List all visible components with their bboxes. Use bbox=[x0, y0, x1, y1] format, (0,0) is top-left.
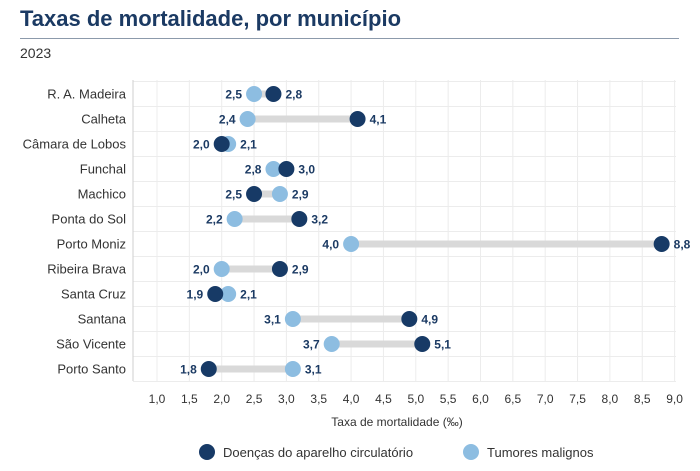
category-label: Ponta do Sol bbox=[52, 212, 127, 227]
point-tumors bbox=[265, 161, 282, 177]
point-tumors bbox=[246, 86, 263, 102]
data-label-circulatory: 1,9 bbox=[187, 288, 204, 302]
legend-label-circulatory: Doenças do aparelho circulatório bbox=[223, 444, 414, 460]
x-tick-label: 8,0 bbox=[602, 392, 619, 406]
data-label-circulatory: 2,5 bbox=[225, 188, 242, 202]
data-label-circulatory: 1,8 bbox=[180, 363, 197, 377]
x-tick-label: 2,5 bbox=[246, 392, 263, 406]
data-label-tumors: 2,1 bbox=[240, 138, 257, 152]
x-tick-label: 3,0 bbox=[278, 392, 295, 406]
x-tick-label: 6,5 bbox=[505, 392, 522, 406]
data-label-circulatory: 2,9 bbox=[292, 263, 309, 277]
x-tick-label: 7,0 bbox=[537, 392, 554, 406]
legend-item-tumors: Tumores malignos bbox=[463, 444, 593, 460]
data-label-circulatory: 8,8 bbox=[674, 238, 691, 252]
data-label-tumors: 2,1 bbox=[240, 288, 257, 302]
x-tick-label: 3,5 bbox=[310, 392, 327, 406]
legend-swatch-circulatory bbox=[199, 444, 215, 460]
category-label: Funchal bbox=[80, 162, 126, 177]
data-label-tumors: 3,7 bbox=[303, 338, 320, 352]
data-label-tumors: 4,0 bbox=[322, 238, 339, 252]
point-circulatory bbox=[414, 336, 431, 352]
point-tumors bbox=[220, 286, 237, 302]
point-circulatory bbox=[200, 361, 217, 377]
category-label: Machico bbox=[78, 187, 126, 202]
data-label-tumors: 2,8 bbox=[245, 163, 262, 177]
point-tumors bbox=[284, 311, 301, 327]
category-label: R. A. Madeira bbox=[47, 87, 127, 102]
x-tick-label: 2,0 bbox=[213, 392, 230, 406]
x-tick-label: 1,5 bbox=[181, 392, 198, 406]
category-label: São Vicente bbox=[56, 337, 126, 352]
x-tick-label: 1,0 bbox=[149, 392, 166, 406]
category-label: Porto Moniz bbox=[57, 237, 126, 252]
x-tick-label: 4,0 bbox=[343, 392, 360, 406]
x-tick-label: 9,0 bbox=[666, 392, 683, 406]
point-tumors bbox=[213, 261, 230, 277]
data-label-tumors: 2,9 bbox=[292, 188, 309, 202]
point-circulatory bbox=[653, 236, 670, 252]
point-circulatory bbox=[349, 111, 366, 127]
point-circulatory bbox=[213, 136, 230, 152]
data-label-tumors: 3,1 bbox=[264, 313, 281, 327]
legend-swatch-tumors bbox=[463, 444, 479, 460]
x-tick-label: 4,5 bbox=[375, 392, 392, 406]
category-label: Câmara de Lobos bbox=[23, 137, 127, 152]
data-label-tumors: 2,4 bbox=[219, 113, 236, 127]
point-circulatory bbox=[278, 161, 295, 177]
point-tumors bbox=[284, 361, 301, 377]
category-label: Santana bbox=[78, 312, 127, 327]
chart-title: Taxas de mortalidade, por município bbox=[20, 6, 402, 31]
point-tumors bbox=[239, 111, 256, 127]
point-tumors bbox=[226, 211, 243, 227]
point-circulatory bbox=[265, 86, 282, 102]
point-tumors bbox=[343, 236, 360, 252]
data-label-tumors: 2,2 bbox=[206, 213, 223, 227]
data-label-circulatory: 4,9 bbox=[421, 313, 438, 327]
category-label: Porto Santo bbox=[57, 362, 126, 377]
data-label-tumors: 3,1 bbox=[305, 363, 322, 377]
data-label-circulatory: 5,1 bbox=[434, 338, 451, 352]
category-label: Calheta bbox=[81, 112, 127, 127]
point-tumors bbox=[271, 186, 288, 202]
title-divider bbox=[20, 38, 679, 39]
point-circulatory bbox=[401, 311, 418, 327]
point-circulatory bbox=[291, 211, 308, 227]
data-label-circulatory: 4,1 bbox=[370, 113, 387, 127]
chart-legend: Doenças do aparelho circulatório Tumores… bbox=[0, 444, 700, 464]
x-tick-label: 5,0 bbox=[407, 392, 424, 406]
category-label: Ribeira Brava bbox=[47, 262, 127, 277]
dumbbell-chart: 1,0 1,5 2,0 2,5 3,0 3,5 4,0 4,5 5,0 5,5 6,0 6,5 7,0 7… bbox=[23, 80, 691, 429]
data-label-circulatory: 3,2 bbox=[311, 213, 328, 227]
data-label-circulatory: 3,0 bbox=[298, 163, 315, 177]
point-circulatory bbox=[271, 261, 288, 277]
data-label-tumors: 2,5 bbox=[225, 88, 242, 102]
data-label-circulatory: 2,8 bbox=[285, 88, 302, 102]
chart-subtitle: 2023 bbox=[20, 45, 52, 61]
legend-item-circulatory: Doenças do aparelho circulatório bbox=[199, 444, 413, 460]
x-tick-label: 8,5 bbox=[634, 392, 651, 406]
point-tumors bbox=[323, 336, 340, 352]
category-label: Santa Cruz bbox=[61, 287, 126, 302]
point-circulatory bbox=[207, 286, 224, 302]
point-circulatory bbox=[246, 186, 263, 202]
x-axis-label: Taxa de mortalidade (‰) bbox=[331, 415, 462, 429]
data-label-tumors: 2,0 bbox=[193, 263, 210, 277]
x-tick-label: 7,5 bbox=[569, 392, 586, 406]
legend-label-tumors: Tumores malignos bbox=[487, 444, 594, 460]
x-tick-label: 5,5 bbox=[440, 392, 457, 406]
x-tick-label: 6,0 bbox=[472, 392, 489, 406]
data-label-circulatory: 2,0 bbox=[193, 138, 210, 152]
